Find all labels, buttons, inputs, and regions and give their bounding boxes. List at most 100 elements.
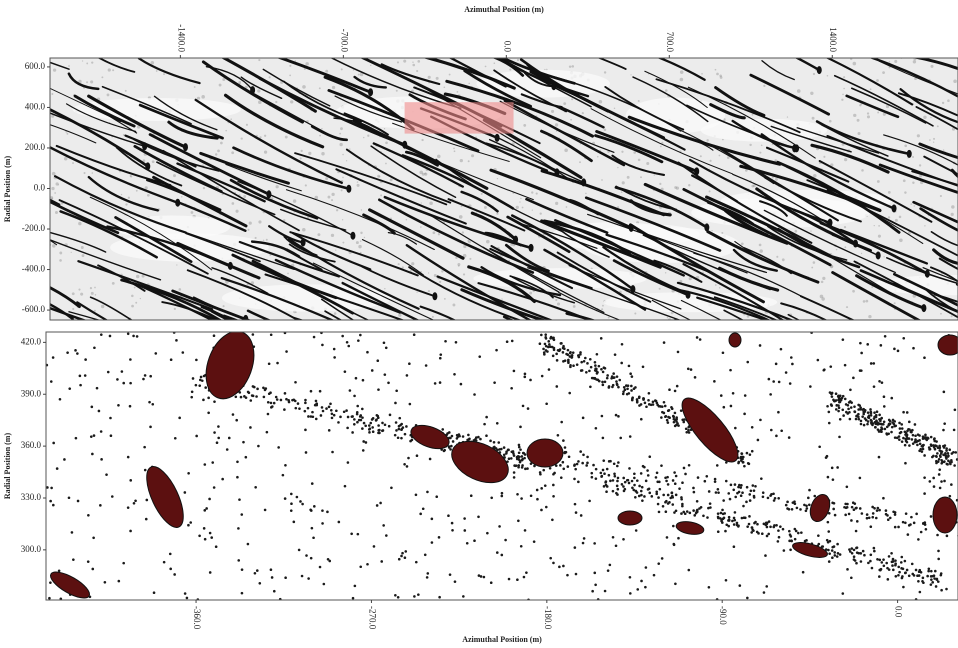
- particle: [910, 562, 914, 566]
- particle: [594, 477, 598, 480]
- clump: [924, 269, 930, 278]
- particle: [532, 540, 536, 543]
- clump: [816, 66, 822, 75]
- particle: [893, 513, 897, 516]
- streak: [477, 282, 591, 320]
- particle: [401, 426, 405, 429]
- particle: [579, 351, 582, 354]
- particle: [351, 415, 354, 418]
- particle: [496, 448, 499, 452]
- speck: [268, 76, 271, 79]
- speck: [661, 141, 664, 144]
- streak: [199, 151, 290, 185]
- particle: [275, 398, 279, 401]
- particle: [320, 406, 324, 409]
- particle: [342, 410, 346, 414]
- particle: [335, 409, 338, 413]
- particle: [357, 418, 361, 422]
- particle: [78, 374, 82, 378]
- speck: [258, 220, 262, 224]
- particle: [721, 508, 724, 512]
- particle: [566, 573, 569, 577]
- particle: [183, 491, 187, 494]
- particle: [353, 394, 356, 398]
- particle: [687, 463, 691, 467]
- particle: [880, 427, 884, 431]
- streak: [504, 243, 550, 273]
- particle: [267, 362, 271, 366]
- particle: [938, 454, 942, 457]
- particle: [921, 580, 924, 583]
- speck: [711, 230, 713, 232]
- particle: [852, 508, 856, 511]
- speck: [664, 272, 667, 274]
- particle: [793, 500, 796, 503]
- particle: [214, 545, 218, 548]
- particle: [215, 441, 219, 444]
- streak: [760, 133, 896, 210]
- speck: [894, 59, 898, 63]
- particle: [830, 395, 834, 398]
- speck: [942, 149, 945, 151]
- particle: [746, 596, 749, 600]
- particle: [132, 334, 135, 338]
- particle: [789, 535, 793, 538]
- particle: [97, 409, 101, 413]
- particle: [239, 395, 243, 399]
- particle: [290, 492, 293, 496]
- particle: [899, 430, 903, 434]
- particle: [742, 504, 745, 508]
- speck: [885, 104, 890, 109]
- particle: [409, 439, 412, 443]
- particle: [582, 359, 586, 363]
- particle: [666, 421, 670, 424]
- speck: [359, 251, 362, 254]
- particle: [328, 559, 332, 563]
- speck: [902, 179, 906, 183]
- particle: [450, 434, 454, 438]
- particle: [79, 383, 82, 387]
- speck: [810, 91, 814, 95]
- particle: [871, 515, 875, 519]
- streak: [237, 180, 354, 237]
- particle: [919, 530, 923, 534]
- particle: [388, 413, 392, 417]
- particle: [492, 440, 496, 444]
- particle: [52, 503, 55, 507]
- speck: [91, 61, 94, 64]
- particle: [706, 516, 709, 519]
- particle: [169, 358, 173, 362]
- particle: [303, 409, 307, 413]
- particle: [857, 412, 860, 416]
- particle: [548, 343, 551, 346]
- particle: [463, 517, 466, 520]
- particle: [890, 552, 893, 555]
- particle: [364, 424, 367, 428]
- streak: [489, 247, 593, 290]
- particle: [509, 457, 513, 460]
- x-tick-label: -270.0: [367, 606, 377, 630]
- streak: [153, 95, 218, 131]
- particle: [870, 566, 874, 570]
- particle: [126, 455, 130, 459]
- particle: [722, 516, 726, 520]
- particle: [396, 436, 400, 440]
- particle: [86, 560, 90, 563]
- particle: [91, 567, 95, 571]
- particle: [599, 337, 603, 340]
- speck: [951, 127, 956, 131]
- particle: [747, 462, 751, 466]
- particle: [565, 352, 568, 356]
- particle: [413, 595, 416, 598]
- particle: [367, 428, 371, 431]
- particle: [859, 422, 863, 426]
- particle: [660, 464, 663, 467]
- particle: [669, 496, 673, 500]
- particle: [425, 576, 429, 579]
- particle: [110, 495, 114, 498]
- particle: [950, 483, 953, 486]
- particle: [203, 509, 207, 512]
- speck: [776, 255, 779, 258]
- particle: [609, 459, 612, 463]
- particle: [692, 509, 695, 512]
